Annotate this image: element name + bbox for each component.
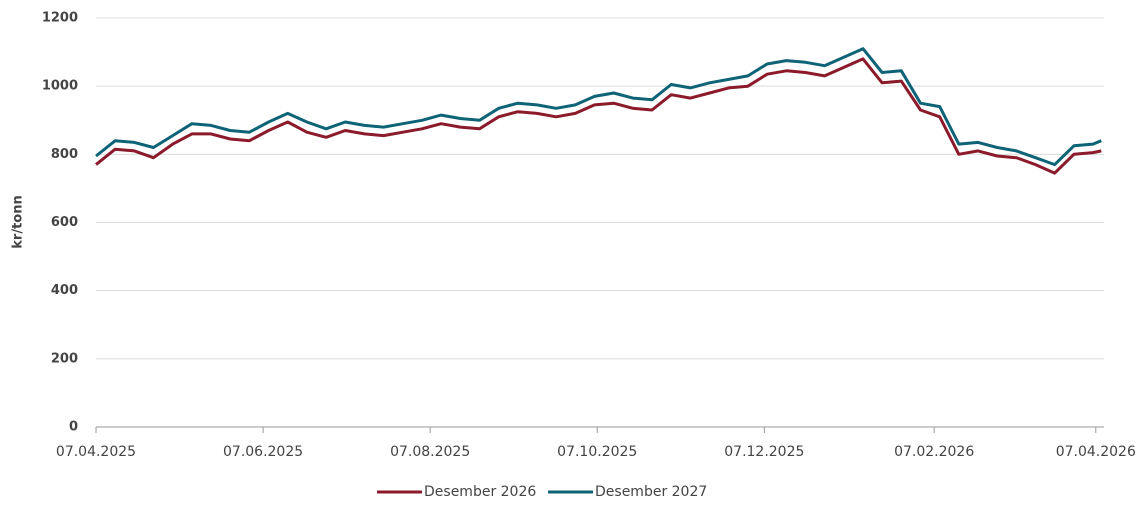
x-tick-label: 07.12.2025 — [724, 444, 804, 460]
x-tick-label: 07.10.2025 — [557, 444, 637, 460]
y-tick-label: 400 — [51, 283, 78, 298]
series-line — [95, 47, 1102, 167]
x-tick-label: 07.04.2026 — [1056, 444, 1136, 460]
y-tick-label: 1200 — [42, 11, 78, 26]
y-tick-label: 600 — [51, 215, 78, 230]
y-tick-label: 0 — [69, 420, 78, 435]
x-tick-label: 07.04.2025 — [56, 444, 136, 460]
y-tick-label: 800 — [51, 147, 78, 162]
y-axis-label: kr/tonn — [11, 195, 26, 248]
x-tick-label: 07.06.2025 — [223, 444, 303, 460]
x-tick-label: 07.08.2025 — [390, 444, 470, 460]
x-tick-label: 07.02.2026 — [894, 444, 974, 460]
y-tick-label: 1000 — [42, 79, 78, 94]
legend-label: Desember 2026 — [424, 484, 536, 500]
y-tick-label: 200 — [51, 351, 78, 366]
legend-label: Desember 2027 — [595, 484, 707, 500]
series-line — [95, 57, 1102, 175]
